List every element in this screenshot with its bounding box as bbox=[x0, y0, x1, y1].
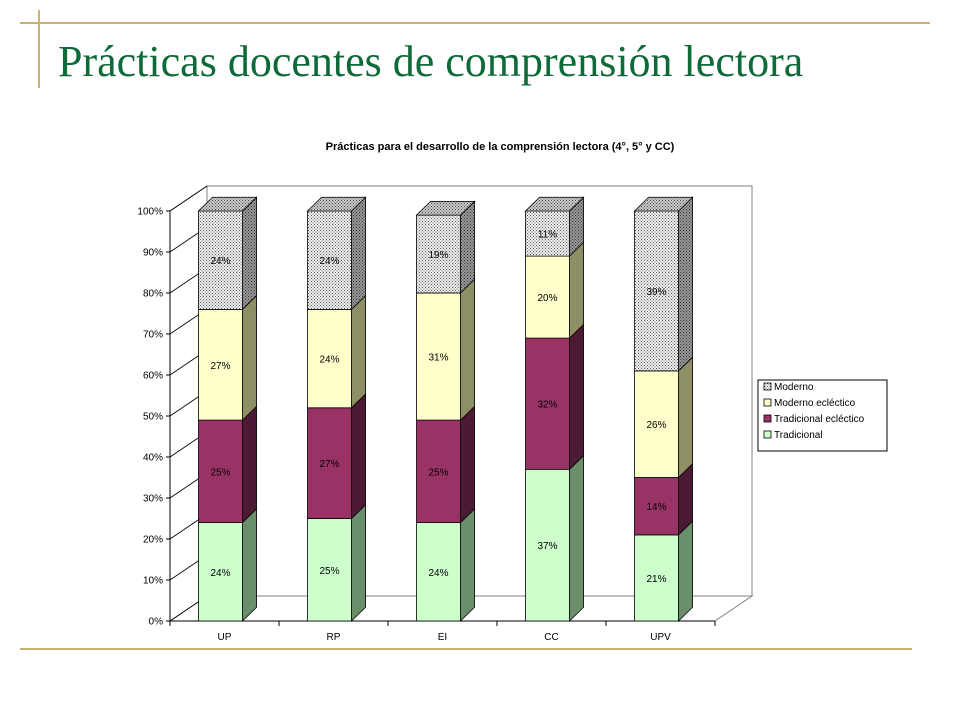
bar-top-UP bbox=[197, 196, 258, 212]
legend-swatch-Tradicional bbox=[763, 430, 772, 439]
y-tick-label: 40% bbox=[143, 453, 163, 464]
data-label-UPV-Moderno ecléctico: 26% bbox=[646, 420, 666, 431]
bar-UP-Tradicional bbox=[198, 522, 243, 622]
bar-UP-Tradicional ecléctico bbox=[198, 419, 243, 524]
y-tick-label: 70% bbox=[143, 330, 163, 341]
data-label-UP-Moderno ecléctico: 27% bbox=[210, 361, 230, 372]
y-tick-label: 60% bbox=[143, 371, 163, 382]
slide-title: Prácticas docentes de comprensión lector… bbox=[58, 37, 804, 86]
bar-side-EI-Moderno ecléctico bbox=[460, 278, 475, 422]
data-label-EI-Tradicional ecléctico: 25% bbox=[428, 467, 448, 478]
bar-CC-Tradicional bbox=[525, 468, 570, 622]
data-label-RP-Moderno ecléctico: 24% bbox=[319, 355, 339, 366]
data-label-UP-Moderno: 24% bbox=[210, 256, 230, 267]
y-tick-depth-line bbox=[169, 185, 208, 212]
bars-layer bbox=[197, 196, 694, 622]
bar-side-RP-Moderno bbox=[351, 196, 366, 311]
legend-label-Moderno ecléctico: Moderno ecléctico bbox=[774, 398, 856, 409]
legend-swatch-Moderno ecléctico bbox=[763, 398, 772, 407]
bar-side-RP-Tradicional bbox=[351, 503, 366, 622]
bar-EI-Moderno bbox=[416, 214, 461, 294]
bottom-horizontal-rule bbox=[20, 648, 912, 650]
bar-side-RP-Tradicional ecléctico bbox=[351, 393, 366, 520]
bar-side-EI-Tradicional ecléctico bbox=[460, 405, 475, 524]
chart-title: Prácticas para el desarrollo de la compr… bbox=[326, 141, 675, 153]
data-label-UPV-Tradicional: 21% bbox=[646, 574, 666, 585]
bar-side-RP-Moderno ecléctico bbox=[351, 294, 366, 409]
labels-layer: 24% 25% 27% 24% 25% 27% 24% 24% 24% 25% 31% 19% 37% 3… bbox=[210, 230, 666, 585]
x-tick-label: CC bbox=[544, 632, 558, 643]
bar-RP-Tradicional bbox=[307, 518, 352, 622]
data-label-CC-Moderno: 11% bbox=[538, 230, 557, 241]
bar-EI-Tradicional ecléctico bbox=[416, 419, 461, 524]
bar-side-EI-Tradicional bbox=[460, 507, 475, 622]
bar-UPV-Moderno bbox=[634, 210, 679, 372]
bar-top-UPV bbox=[633, 196, 694, 212]
bar-CC-Moderno ecléctico bbox=[525, 255, 570, 339]
bar-CC-Moderno bbox=[525, 210, 570, 257]
bar-side-UPV-Moderno bbox=[678, 196, 693, 372]
x-tick-label: RP bbox=[327, 632, 341, 643]
legend-label-Moderno: Moderno bbox=[774, 382, 814, 393]
y-tick-label: 10% bbox=[143, 576, 163, 587]
data-label-CC-Tradicional: 37% bbox=[537, 541, 557, 552]
data-label-CC-Moderno ecléctico: 20% bbox=[537, 293, 557, 304]
bar-UP-Moderno bbox=[198, 210, 243, 310]
bar-side-UPV-Moderno ecléctico bbox=[678, 356, 693, 479]
data-label-EI-Moderno ecléctico: 31% bbox=[428, 353, 448, 364]
data-label-UP-Tradicional: 24% bbox=[210, 568, 230, 579]
data-label-EI-Moderno: 19% bbox=[428, 250, 448, 261]
bar-side-CC-Moderno ecléctico bbox=[569, 241, 584, 340]
bar-side-UP-Tradicional ecléctico bbox=[242, 405, 257, 524]
bar-side-CC-Tradicional ecléctico bbox=[569, 323, 584, 471]
bar-side-UP-Moderno bbox=[242, 196, 257, 311]
legend-label-Tradicional ecléctico: Tradicional ecléctico bbox=[774, 414, 865, 425]
x-tick-label: UP bbox=[218, 632, 232, 643]
data-label-UPV-Moderno: 39% bbox=[646, 287, 666, 298]
legend-label-Tradicional: Tradicional bbox=[774, 430, 823, 441]
legend-swatch-Tradicional ecléctico bbox=[763, 414, 772, 423]
data-label-RP-Tradicional ecléctico: 27% bbox=[319, 459, 339, 470]
left-vertical-rule bbox=[38, 10, 40, 88]
data-label-RP-Tradicional: 25% bbox=[319, 566, 339, 577]
top-horizontal-rule bbox=[20, 22, 930, 24]
y-tick-label: 30% bbox=[143, 494, 163, 505]
y-tick-label: 50% bbox=[143, 412, 163, 423]
y-tick-label: 0% bbox=[149, 617, 164, 628]
y-tick-label: 80% bbox=[143, 289, 163, 300]
bar-side-UPV-Tradicional bbox=[678, 520, 693, 622]
chart-legend: Moderno Moderno ecléctico Tradicional eclé… bbox=[757, 379, 888, 452]
bar-top-EI bbox=[415, 200, 476, 216]
x-tick-label: UPV bbox=[650, 632, 671, 643]
data-label-EI-Tradicional: 24% bbox=[428, 568, 448, 579]
data-label-CC-Tradicional ecléctico: 32% bbox=[537, 400, 557, 411]
bar-side-CC-Tradicional bbox=[569, 454, 584, 622]
bar-UPV-Moderno ecléctico bbox=[634, 370, 679, 478]
bar-UP-Moderno ecléctico bbox=[198, 308, 243, 421]
y-tick-label: 100% bbox=[137, 207, 163, 218]
y-tick-label: 90% bbox=[143, 248, 163, 259]
x-tick-label: EI bbox=[438, 632, 447, 643]
bar-side-UP-Moderno ecléctico bbox=[242, 294, 257, 422]
legend-swatch-Moderno bbox=[763, 382, 772, 391]
data-label-UP-Tradicional ecléctico: 25% bbox=[210, 467, 230, 478]
bar-RP-Moderno bbox=[307, 210, 352, 310]
data-label-UPV-Tradicional ecléctico: 14% bbox=[646, 502, 666, 513]
data-label-RP-Moderno: 24% bbox=[319, 256, 339, 267]
legend-box bbox=[757, 379, 888, 452]
y-tick-label: 20% bbox=[143, 535, 163, 546]
stacked-bar-chart: Prácticas para el desarrollo de la compr… bbox=[137, 141, 888, 643]
bar-top-RP bbox=[306, 196, 367, 212]
bar-top-CC bbox=[524, 196, 585, 212]
bar-side-UP-Tradicional bbox=[242, 507, 257, 622]
bar-RP-Moderno ecléctico bbox=[307, 308, 352, 409]
bar-side-EI-Moderno bbox=[460, 200, 475, 294]
bar-RP-Tradicional ecléctico bbox=[307, 407, 352, 519]
